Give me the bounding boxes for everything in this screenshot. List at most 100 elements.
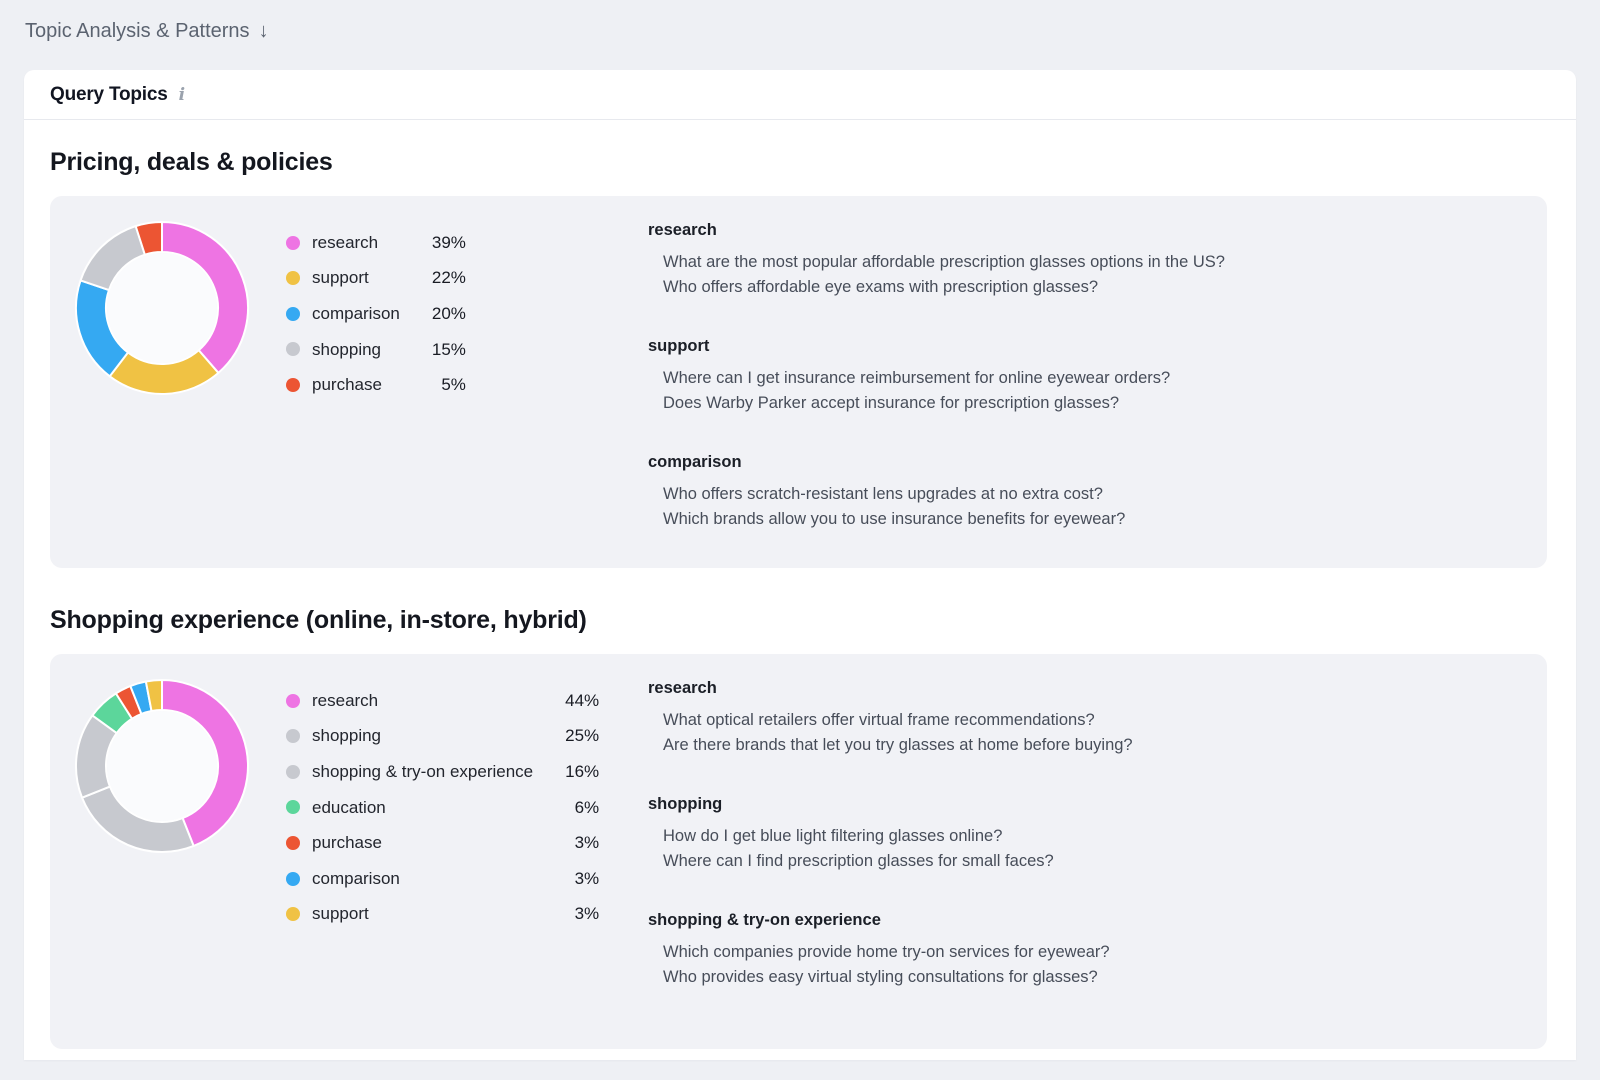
query-text: Where can I get insurance reimbursement … [663,369,1171,387]
info-icon[interactable]: i [178,85,186,105]
donut-chart[interactable] [74,220,250,396]
legend-color-dot [286,367,312,403]
query-topic-label: research [648,679,717,697]
card-header: Query Topics i [24,70,1576,120]
legend-color-dot [286,719,312,755]
donut-segment-purchase[interactable] [134,221,163,256]
query-text: What optical retailers offer virtual fra… [663,711,1095,729]
legend-percent: 3% [574,868,600,888]
legend-percent: 20% [431,303,466,323]
page-title-text: Topic Analysis & Patterns [25,20,250,42]
query-group: comparison Who offers scratch-resistant l… [648,453,1519,532]
query-text: Where can I find prescription glasses fo… [663,852,1054,870]
query-topics-card: Query Topics i Pricing, deals & policies… [24,70,1576,1060]
donut-hole [107,711,217,821]
chart-area: research 39% support 22% comparison 20% shoppi… [74,220,648,538]
legend-percent: 22% [431,268,466,288]
section-heading: Pricing, deals & policies [50,148,333,176]
legend-label: support [312,904,369,924]
legend-item: support 3% [286,897,599,933]
legend-percent: 16% [565,761,600,781]
chart-legend: research 44% shopping 25% shopping & try-on … [286,683,599,932]
query-text: Who offers scratch-resistant lens upgrad… [663,485,1103,503]
legend-percent: 3% [574,904,600,924]
legend-color-dot [286,897,312,933]
legend-label: shopping [312,339,382,359]
legend-label: comparison [312,303,400,323]
topic-panel: research 39% support 22% comparison 20% shoppi… [50,196,1547,568]
legend-label: education [312,797,386,817]
topic-panel: research 44% shopping 25% shopping & try-on … [50,654,1547,1049]
legend-item: education 6% [286,790,599,826]
legend-label: shopping [312,726,382,746]
legend-item: shopping 15% [286,332,466,368]
legend-percent: 25% [565,726,600,746]
query-text: Does Warby Parker accept insurance for p… [663,394,1120,412]
card-title: Query Topics [50,83,168,105]
chart-area: research 44% shopping 25% shopping & try-on … [74,678,648,1019]
legend-color-dot [286,296,312,332]
topic-section: Shopping experience (online, in-store, h… [24,606,1576,1049]
query-text: How do I get blue light filtering glasse… [663,827,1003,845]
legend-label: research [312,232,379,252]
legend-item: support 22% [286,261,466,297]
query-topic-label: comparison [648,453,742,471]
legend-item: comparison 20% [286,296,466,332]
legend-label: support [312,268,369,288]
topic-section: Pricing, deals & policies research 39% sup… [24,148,1576,568]
legend-color-dot [286,790,312,826]
legend-percent: 6% [574,797,600,817]
query-group: shopping How do I get blue light filterin… [648,795,1519,874]
query-groups: research What optical retailers offer vir… [648,678,1519,1019]
legend-color-dot [286,683,312,719]
sections-container: Pricing, deals & policies research 39% sup… [24,148,1576,1049]
query-group: research What optical retailers offer vir… [648,679,1519,758]
chart-legend: research 39% support 22% comparison 20% shoppi… [286,225,466,403]
query-text: Which companies provide home try-on serv… [663,943,1110,961]
legend-label: research [312,690,379,710]
legend-item: shopping & try-on experience 16% [286,754,599,790]
legend-item: research 44% [286,683,599,719]
legend-percent: 3% [574,833,600,853]
legend-label: purchase [312,833,382,853]
query-group: research What are the most popular afford… [648,221,1519,300]
legend-item: purchase 3% [286,825,599,861]
query-text: What are the most popular affordable pre… [663,253,1225,271]
donut-segment-research[interactable] [161,679,249,847]
query-topic-label: shopping [648,795,723,813]
query-text: Are there brands that let you try glasse… [663,736,1133,754]
legend-item: purchase 5% [286,367,466,403]
donut-chart[interactable] [74,678,250,854]
legend-color-dot [286,225,312,261]
legend-percent: 44% [565,690,600,710]
legend-item: shopping 25% [286,719,599,755]
query-topic-label: shopping & try-on experience [648,911,881,929]
query-group: shopping & try-on experience Which compan… [648,911,1519,990]
query-topic-label: research [648,221,717,239]
legend-color-dot [286,332,312,368]
legend-percent: 39% [431,232,466,252]
donut-segment-support[interactable] [144,678,163,712]
query-text: Which brands allow you to use insurance … [663,510,1126,528]
legend-label: shopping & try-on experience [312,761,534,781]
legend-color-dot [286,861,312,897]
page-section-title: Topic Analysis & Patterns ↓ [25,20,1576,43]
legend-item: comparison 3% [286,861,599,897]
section-heading: Shopping experience (online, in-store, h… [50,606,587,634]
donut-segment-research[interactable] [161,221,249,374]
donut-hole [107,253,217,363]
legend-color-dot [286,754,312,790]
query-text: Who offers affordable eye exams with pre… [663,278,1099,296]
legend-percent: 15% [431,339,466,359]
query-group: support Where can I get insurance reimbur… [648,337,1519,416]
scroll-down-arrow-icon[interactable]: ↓ [258,20,269,42]
legend-color-dot [286,261,312,297]
legend-label: comparison [312,868,400,888]
query-text: Who provides easy virtual styling consul… [663,968,1098,986]
legend-label: purchase [312,375,382,395]
legend-percent: 5% [441,375,466,395]
legend-item: research 39% [286,225,466,261]
legend-color-dot [286,825,312,861]
query-groups: research What are the most popular afford… [648,220,1519,538]
